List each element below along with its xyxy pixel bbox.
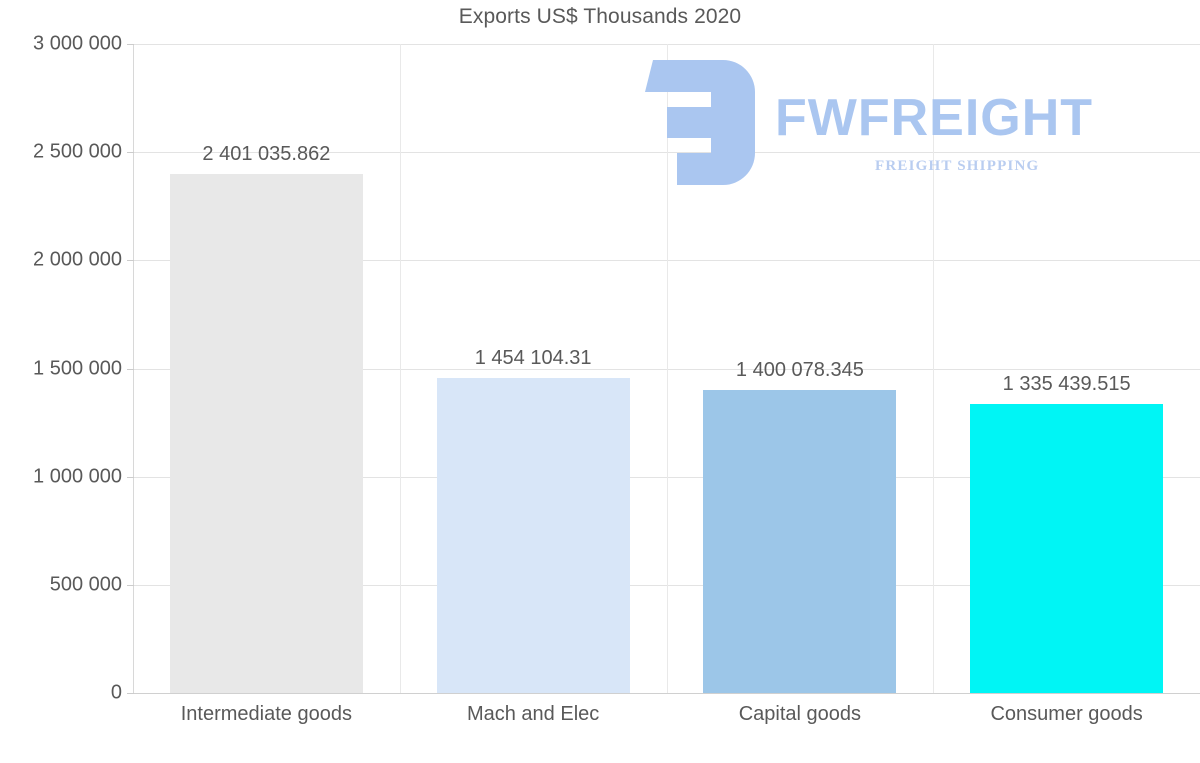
plot-area (133, 44, 1200, 693)
bar[interactable] (703, 390, 897, 693)
y-axis-tick-mark (127, 44, 134, 45)
x-axis-category-label: Capital goods (738, 703, 862, 725)
y-axis-tick-label: 2 500 000 (33, 140, 122, 163)
y-axis-tick-label: 1 500 000 (33, 357, 122, 379)
y-axis-tick-mark (127, 152, 134, 154)
x-axis-category-label: Mach and Elec (466, 703, 600, 725)
y-axis-tick-label: 0 (110, 681, 122, 704)
y-axis-tick-mark (127, 693, 134, 694)
bar-value-label: 1 335 439.515 (1002, 373, 1131, 396)
bar-value-label: 1 400 078.345 (735, 359, 864, 382)
gridline-vertical (667, 44, 668, 693)
gridline-horizontal (133, 368, 1200, 370)
x-axis-category-label: Consumer goods (990, 703, 1143, 725)
bar[interactable] (436, 378, 630, 693)
x-axis-line (133, 693, 1200, 694)
gridline-vertical (400, 44, 401, 693)
y-axis-tick-label: 1 000 000 (33, 465, 122, 488)
gridline-horizontal (133, 584, 1200, 586)
y-axis-tick-mark (127, 476, 134, 478)
chart-title: Exports US$ Thousands 2020 (458, 5, 742, 28)
y-axis-tick-mark (127, 584, 134, 586)
bar-value-label: 2 401 035.862 (202, 142, 331, 165)
y-axis-tick-mark (127, 260, 134, 262)
y-axis-tick-label: 3 000 000 (33, 32, 122, 55)
gridline-horizontal (133, 44, 1200, 45)
y-axis-tick-label: 500 000 (49, 573, 122, 596)
bar[interactable] (169, 173, 363, 693)
y-axis-tick-label: 2 000 000 (33, 248, 122, 271)
gridline-horizontal (133, 476, 1200, 478)
gridline-horizontal (133, 260, 1200, 262)
bar[interactable] (970, 404, 1164, 693)
gridline-vertical (933, 44, 934, 693)
x-axis-category-label: Intermediate goods (180, 703, 352, 725)
y-axis-tick-mark (127, 368, 134, 370)
bar-value-label: 1 454 104.31 (474, 347, 592, 370)
